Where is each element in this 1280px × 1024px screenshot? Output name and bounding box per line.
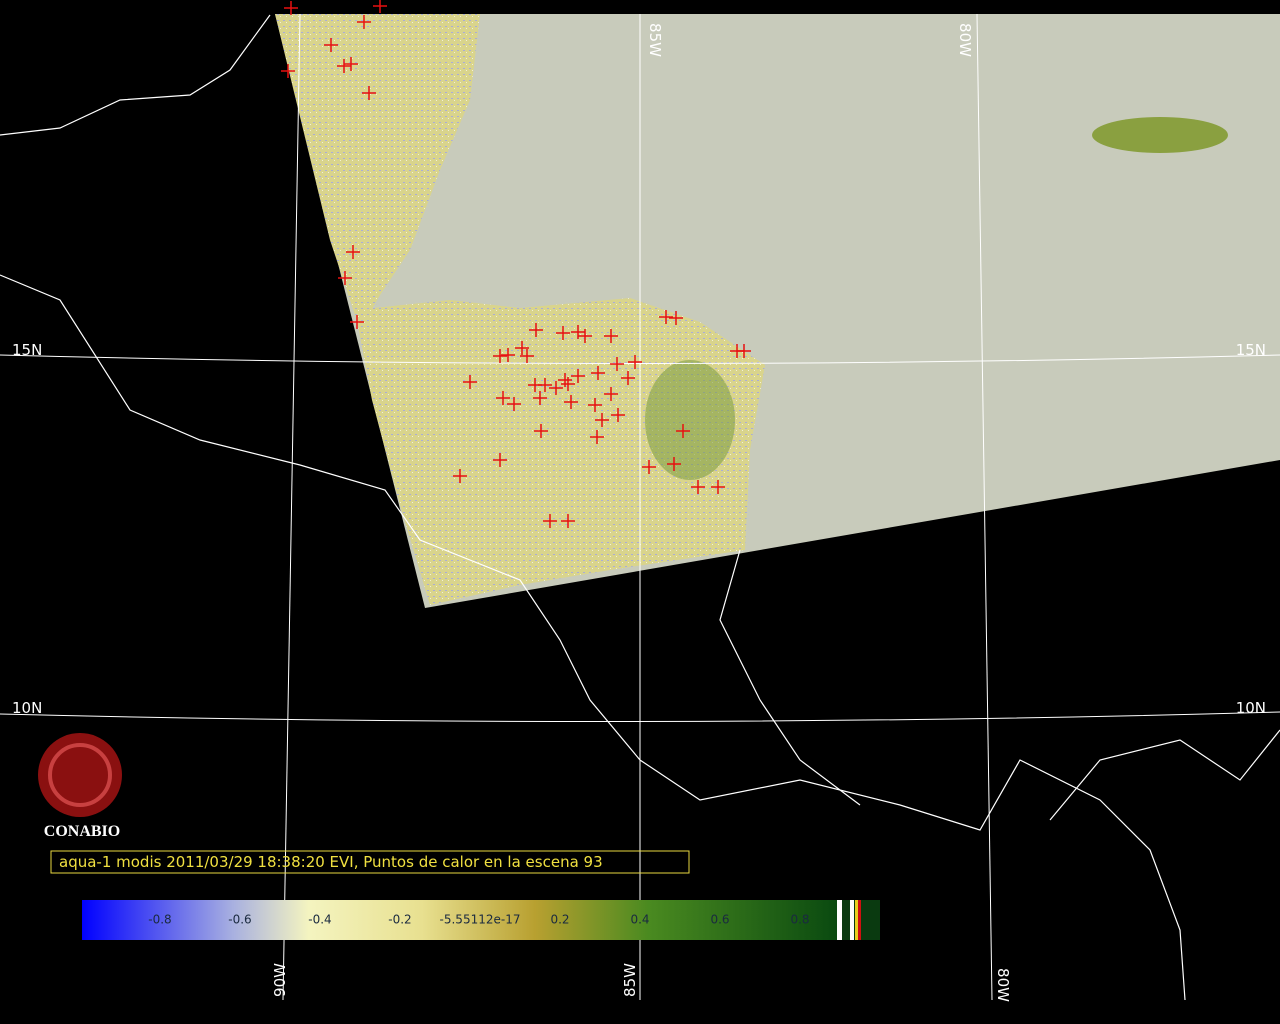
colorbar-label: -0.8 [148,913,171,927]
fire-point [691,480,705,494]
colorbar-label: 0.2 [550,913,569,927]
fire-point [362,86,376,100]
colorbar-ramp [82,900,837,940]
fire-point [676,424,690,438]
colorbar-swatch [837,900,842,940]
fire-point [590,430,604,444]
coastline [719,549,861,806]
fire-point [463,375,477,389]
caption: aqua-1 modis 2011/03/29 18:38:20 EVI, Pu… [59,853,603,871]
colorbar-swatch [855,900,858,940]
fire-point [549,381,563,395]
fire-point [564,395,578,409]
coastline [0,274,1186,1001]
fire-point [669,311,683,325]
jamaica [1092,117,1228,153]
colorbar-swatch [858,900,861,940]
fire-point [610,357,624,371]
parallel [0,354,1280,364]
fire-point [493,349,507,363]
colorbar [82,900,880,940]
grid-label: 85W [621,963,639,997]
fire-point [611,408,625,422]
fire-point [501,348,515,362]
fire-point [338,271,352,285]
colorbar-label: 0.6 [710,913,729,927]
fire-point [561,514,575,528]
fire-point [571,369,585,383]
fire-point [737,344,751,358]
colorbar-label: -0.6 [228,913,251,927]
fire-point [556,326,570,340]
fire-point [520,349,534,363]
grid-label: 80W [956,23,974,57]
fire-point [281,64,295,78]
caption-box [50,850,690,874]
grid-label: 80W [994,968,1012,1002]
fire-point [324,38,338,52]
fire-point [642,460,656,474]
grid-label: 15N [1236,341,1266,359]
coastline [0,14,271,136]
fire-point [588,398,602,412]
graticule [0,13,1280,1001]
fire-point [533,391,547,405]
fire-point [604,387,618,401]
fire-point [543,514,557,528]
coastlines [0,14,1280,1001]
fire-point [284,1,298,15]
grid-label: 10N [1236,699,1266,717]
grid-label: 15N [12,341,42,359]
colorbar-label: -5.55112e-17 [440,913,521,927]
grid-label: 85W [646,23,664,57]
fire-point [659,310,673,324]
logo-text: CONABIO [44,823,120,840]
fire-point [373,0,387,13]
fire-point [621,371,635,385]
colorbar-label: 0.8 [790,913,809,927]
colorbar-label: -0.4 [308,913,331,927]
fire-point [561,377,575,391]
fire-point [496,391,510,405]
fire-point [628,355,642,369]
fire-points [281,0,751,528]
fire-point [357,15,371,29]
fire-point [711,480,725,494]
fire-point [604,329,618,343]
meridian [282,13,301,1001]
fire-point [515,341,529,355]
fire-point [667,457,681,471]
fire-point [538,378,552,392]
fire-point [346,245,360,259]
fire-point [578,329,592,343]
fire-point [529,323,543,337]
colorbar-label: 0.4 [630,913,649,927]
fire-point [350,315,364,329]
logo-emblem [48,743,112,807]
fire-point [595,413,609,427]
meridian [976,13,993,1001]
fire-point [507,397,521,411]
logo: CONABIO [38,733,122,840]
land-yucatan [275,14,480,330]
colorbar-label: -0.2 [388,913,411,927]
vegetation [645,360,735,480]
colorbar-swatch [850,900,854,940]
fire-point [344,57,358,71]
grid-label: 10N [12,699,42,717]
parallel [0,711,1280,723]
fire-point [534,424,548,438]
grid-label: 90W [271,963,289,997]
fire-point [493,453,507,467]
fire-point [337,59,351,73]
fire-point [591,366,605,380]
coastline [1049,729,1280,821]
fire-point [453,469,467,483]
